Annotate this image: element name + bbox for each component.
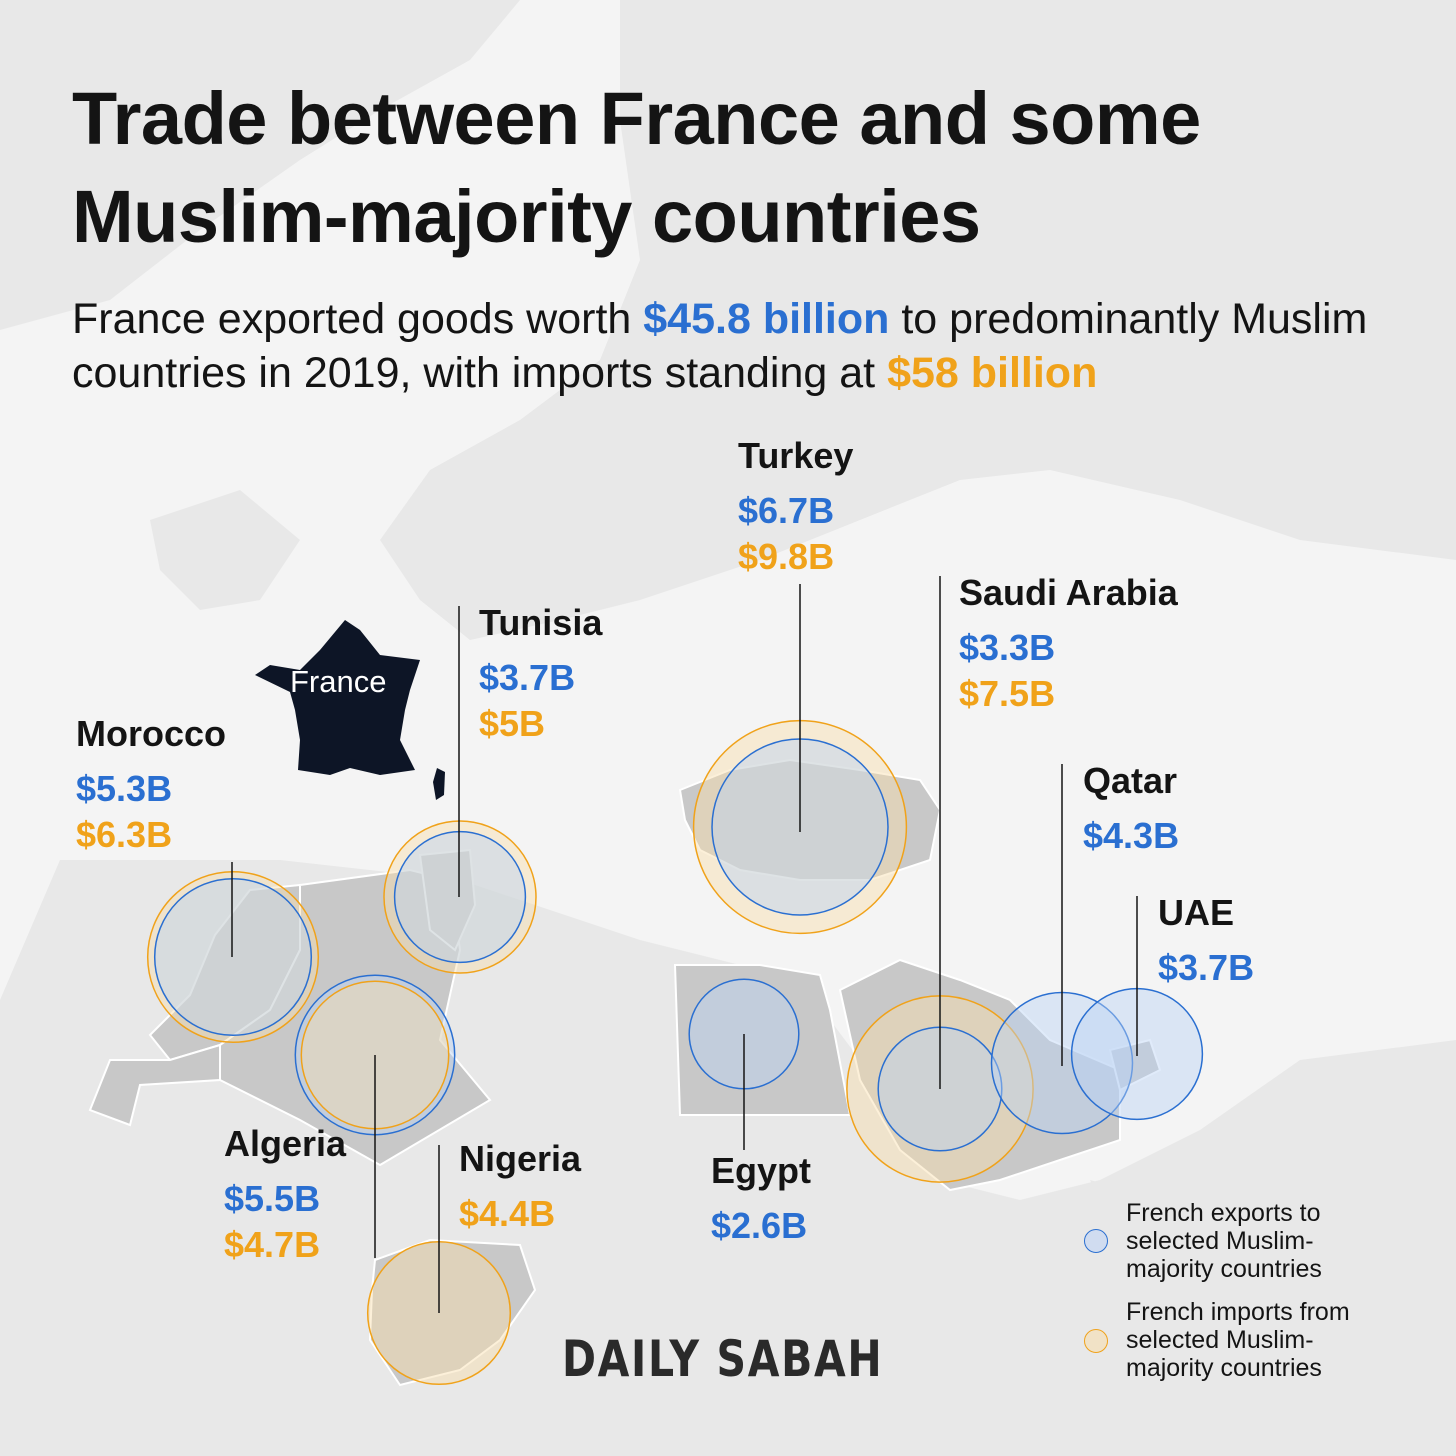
nigeria-shape xyxy=(368,1238,537,1387)
france-shape xyxy=(255,620,420,775)
legend-imports-label: French imports from selected Muslim-majo… xyxy=(1126,1298,1350,1382)
label-tunisia: Tunisia $3.7B $5B xyxy=(479,601,602,747)
imports-total: $58 billion xyxy=(887,349,1098,397)
label-morocco: Morocco $5.3B $6.3B xyxy=(76,712,226,858)
turkey-shape xyxy=(678,758,942,881)
leader-lines xyxy=(231,576,1138,1313)
france-label: France xyxy=(290,664,387,699)
imports-value: $4.4B xyxy=(459,1193,556,1234)
exports-total: $45.8 billion xyxy=(643,295,890,343)
country-name: Turkey xyxy=(738,435,854,476)
country-name: Nigeria xyxy=(459,1138,582,1179)
exports-value: $2.6B xyxy=(711,1205,808,1246)
label-egypt: Egypt $2.6B xyxy=(711,1149,811,1249)
tunisia-exports-circle xyxy=(393,830,527,964)
legend-imports-swatch xyxy=(1084,1329,1108,1353)
imports-value: $9.8B xyxy=(738,536,835,577)
exports-value: $3.7B xyxy=(479,657,576,698)
corsica-shape xyxy=(433,768,445,800)
imports-value: $4.7B xyxy=(224,1224,321,1265)
exports-value: $5.5B xyxy=(224,1178,321,1219)
country-name: Morocco xyxy=(76,713,227,754)
country-name: Saudi Arabia xyxy=(959,572,1178,613)
label-nigeria: Nigeria $4.4B xyxy=(459,1137,581,1237)
exports-value: $6.7B xyxy=(738,490,835,531)
legend-exports-swatch xyxy=(1084,1229,1108,1253)
country-name: Algeria xyxy=(224,1123,347,1164)
page-title: Trade between France and some Muslim-maj… xyxy=(72,77,1201,258)
page-subtitle: France exported goods worth $45.8 billio… xyxy=(72,292,1432,400)
exports-value: $4.3B xyxy=(1083,815,1180,856)
country-name: Egypt xyxy=(711,1150,812,1191)
country-name: UAE xyxy=(1158,892,1235,933)
label-uae: UAE $3.7B xyxy=(1158,891,1254,991)
morocco-imports-circle xyxy=(146,870,320,1044)
label-turkey: Turkey $6.7B $9.8B xyxy=(738,434,853,580)
tunisia-shape xyxy=(418,848,477,952)
imports-value: $7.5B xyxy=(959,673,1056,714)
label-algeria: Algeria $5.5B $4.7B xyxy=(224,1122,346,1268)
tunisia-imports-circle xyxy=(383,820,537,974)
country-name: Qatar xyxy=(1083,760,1178,801)
morocco-exports-circle xyxy=(153,877,313,1037)
imports-value: $6.3B xyxy=(76,814,173,855)
egypt-shape xyxy=(673,964,852,1116)
exports-value: $5.3B xyxy=(76,768,173,809)
label-saudi-arabia: Saudi Arabia $3.3B $7.5B xyxy=(959,571,1178,717)
subtitle-text-2: to predominantly Muslim countries in 201… xyxy=(72,295,1368,397)
subtitle-text-1: France exported goods worth xyxy=(72,295,644,343)
legend-exports-label: French exports to selected Muslim-majori… xyxy=(1126,1199,1322,1283)
daily-sabah-logo: DAILY SABAH xyxy=(562,1330,884,1388)
label-qatar: Qatar $4.3B xyxy=(1083,759,1179,859)
exports-value: $3.3B xyxy=(959,627,1056,668)
country-name: Tunisia xyxy=(479,602,603,643)
exports-value: $3.7B xyxy=(1158,947,1255,988)
imports-value: $5B xyxy=(479,703,546,744)
